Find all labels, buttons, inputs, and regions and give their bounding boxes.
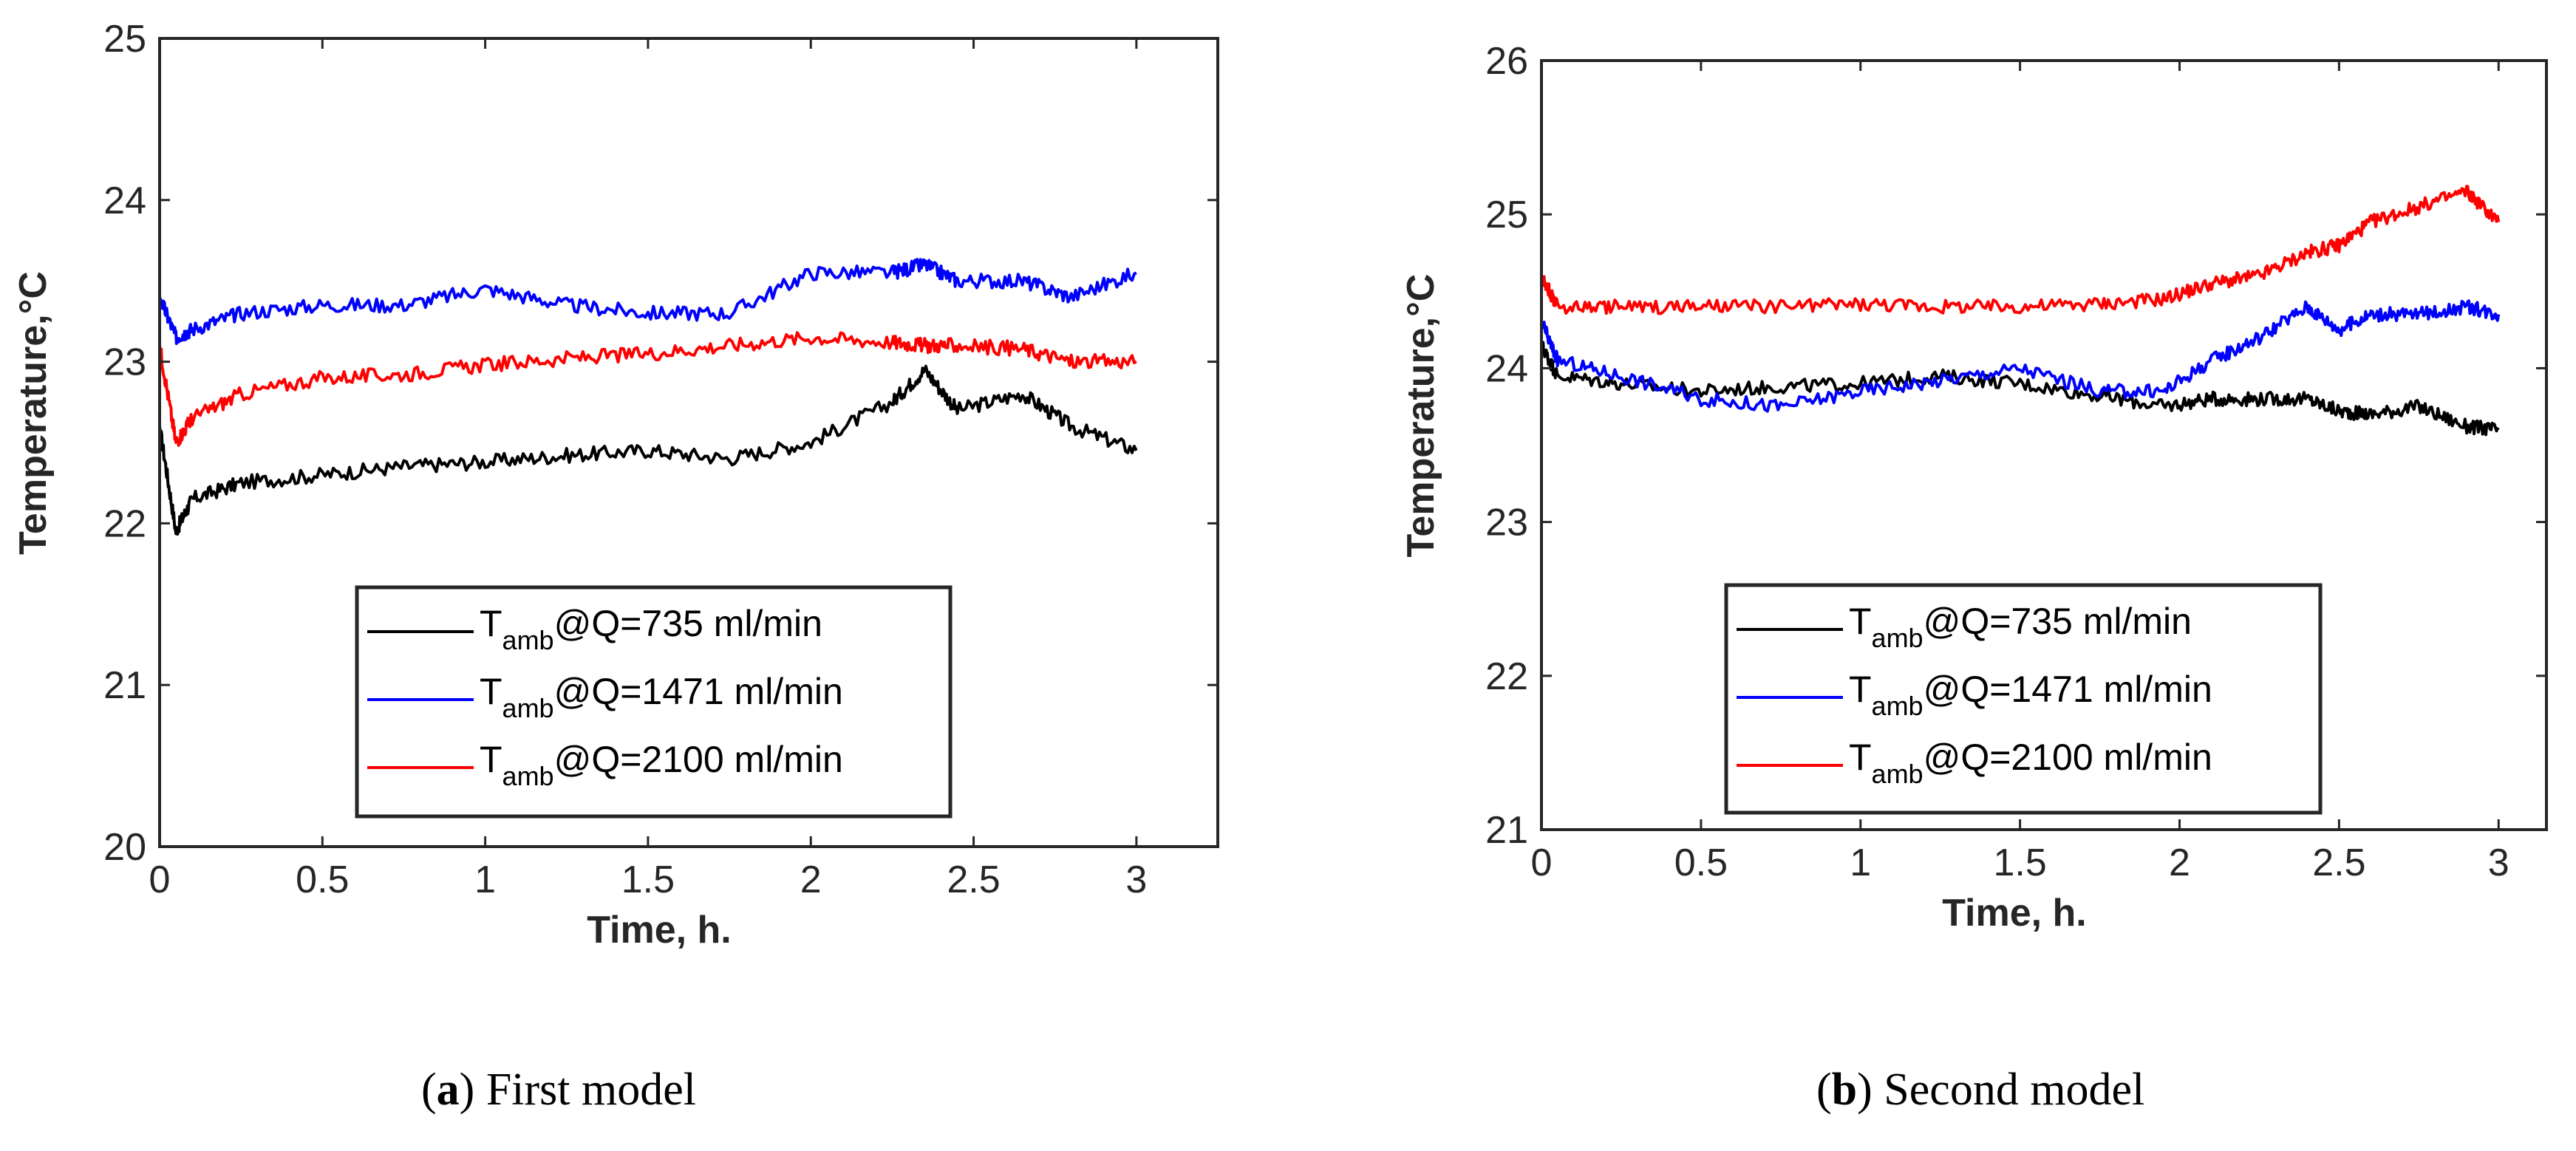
- x-tick-label: 1: [474, 858, 496, 901]
- x-axis-title: Time, h.: [587, 909, 732, 952]
- legend-label-1: Tamb@Q=735 ml/min: [480, 603, 822, 655]
- series-line-1: [158, 364, 1138, 536]
- x-tick-label: 0: [149, 858, 171, 901]
- series-line-3: [1540, 185, 2501, 315]
- series-line-3: [158, 331, 1137, 447]
- x-tick-label: 0.5: [296, 858, 349, 901]
- legend-label-3: Tamb@Q=2100 ml/min: [480, 739, 843, 791]
- x-tick-label: 3: [2488, 841, 2509, 884]
- y-tick-label: 24: [1485, 347, 1528, 390]
- caption-a-text: First model: [485, 1065, 696, 1115]
- caption-b-text: Second model: [1884, 1065, 2145, 1115]
- plot-area-frame: [158, 37, 1219, 848]
- y-tick-label: 22: [103, 502, 146, 545]
- x-tick-label: 1.5: [1993, 841, 2046, 884]
- x-tick-label: 2.5: [947, 858, 1000, 901]
- chart-panel-b: 0 0.5 1 1.5 2 2.5 3 21 22 23 24 25 26 Time, h. Tempera…: [1400, 40, 2548, 935]
- y-tick-label: 21: [103, 664, 146, 707]
- x-tick-label: 1: [1850, 841, 1871, 884]
- legend-label-2: Tamb@Q=1471 ml/min: [480, 671, 843, 723]
- y-axis-title: Temperature,°C: [1400, 274, 1442, 558]
- x-tick-label: 0: [1531, 841, 1553, 884]
- x-axis-title: Time, h.: [1942, 892, 2087, 935]
- x-tick-label: 3: [1125, 858, 1147, 901]
- legend-label-1: Tamb@Q=735 ml/min: [1849, 601, 2192, 653]
- caption-a: (a) First model: [421, 1065, 696, 1115]
- y-tick-label: 23: [103, 341, 146, 384]
- y-tick-label: 20: [103, 826, 146, 869]
- x-tick-label: 1.5: [621, 858, 675, 901]
- y-tick-label: 25: [103, 18, 146, 61]
- series-line-1: [1540, 341, 2500, 437]
- x-tick-label: 2: [800, 858, 822, 901]
- caption-b-letter: b: [1831, 1065, 1858, 1115]
- chart-panel-a: 0 0.5 1 1.5 2 2.5 3 20 21 22 23 24 25 Time, h. Tempera…: [12, 18, 1219, 952]
- y-axis-title: Temperature,°C: [12, 271, 55, 555]
- legend: Tamb@Q=735 ml/min Tamb@Q=1471 ml/min Tamb@…: [1724, 583, 2323, 815]
- y-tick-label: 22: [1485, 655, 1528, 698]
- y-tick-label: 24: [103, 180, 146, 222]
- plot-area-frame: [1540, 59, 2548, 831]
- x-tick-label: 2: [2169, 841, 2190, 884]
- legend-box: [355, 585, 953, 819]
- legend-label-3: Tamb@Q=2100 ml/min: [1849, 737, 2212, 789]
- x-tick-label: 0.5: [1674, 841, 1728, 884]
- caption-b: (b) Second model: [1816, 1065, 2145, 1115]
- caption-a-letter: a: [436, 1065, 460, 1115]
- series-line-2: [1540, 299, 2501, 413]
- legend: Tamb@Q=735 ml/min Tamb@Q=1471 ml/min Tamb@…: [355, 585, 953, 819]
- legend-label-2: Tamb@Q=1471 ml/min: [1849, 669, 2212, 721]
- y-tick-label: 23: [1485, 502, 1528, 544]
- x-tick-label: 2.5: [2312, 841, 2365, 884]
- series-line-2: [158, 258, 1137, 345]
- y-tick-label: 25: [1485, 194, 1528, 236]
- y-tick-label: 21: [1485, 809, 1528, 852]
- y-tick-label: 26: [1485, 40, 1528, 83]
